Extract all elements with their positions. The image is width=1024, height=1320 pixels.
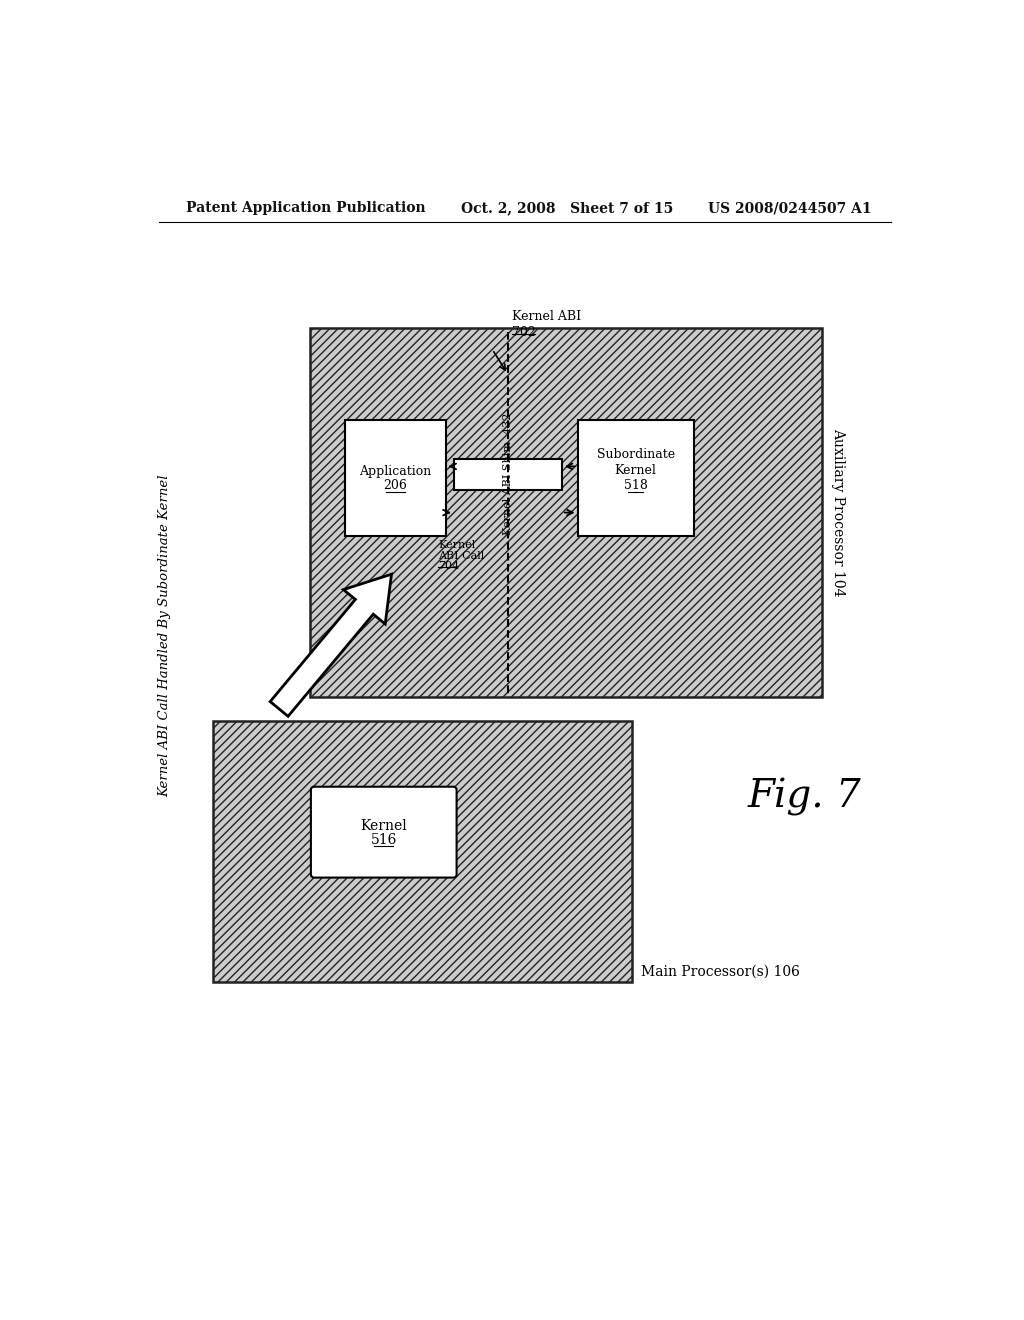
Text: 518: 518 — [624, 479, 647, 492]
Text: Kernel ABI Call Handled By Subordinate Kernel: Kernel ABI Call Handled By Subordinate K… — [159, 475, 172, 797]
FancyBboxPatch shape — [311, 787, 457, 878]
Text: 702: 702 — [512, 326, 536, 339]
Text: Main Processor(s) 106: Main Processor(s) 106 — [641, 965, 800, 978]
Bar — [213, 721, 632, 982]
Text: Auxiliary Processor 104: Auxiliary Processor 104 — [830, 429, 845, 597]
Text: Subordinate: Subordinate — [597, 449, 675, 462]
Text: Kernel: Kernel — [614, 463, 656, 477]
Text: 516: 516 — [371, 833, 397, 847]
Bar — [310, 327, 821, 697]
Text: 704: 704 — [438, 561, 459, 572]
Text: Kernel
ABI Call: Kernel ABI Call — [438, 540, 484, 561]
Text: Oct. 2, 2008   Sheet 7 of 15: Oct. 2, 2008 Sheet 7 of 15 — [461, 202, 674, 215]
Text: US 2008/0244507 A1: US 2008/0244507 A1 — [709, 202, 872, 215]
FancyArrow shape — [270, 574, 391, 717]
Text: Kernel ABI: Kernel ABI — [512, 310, 581, 323]
Bar — [578, 420, 693, 536]
Text: Application: Application — [359, 465, 431, 478]
Text: Kernel: Kernel — [360, 818, 408, 833]
Text: Kernel ABI Shim  432: Kernel ABI Shim 432 — [503, 413, 513, 536]
Bar — [345, 420, 445, 536]
Bar — [454, 459, 562, 490]
Text: Patent Application Publication: Patent Application Publication — [186, 202, 426, 215]
Text: Fig. 7: Fig. 7 — [748, 779, 862, 817]
Text: 206: 206 — [383, 479, 408, 492]
